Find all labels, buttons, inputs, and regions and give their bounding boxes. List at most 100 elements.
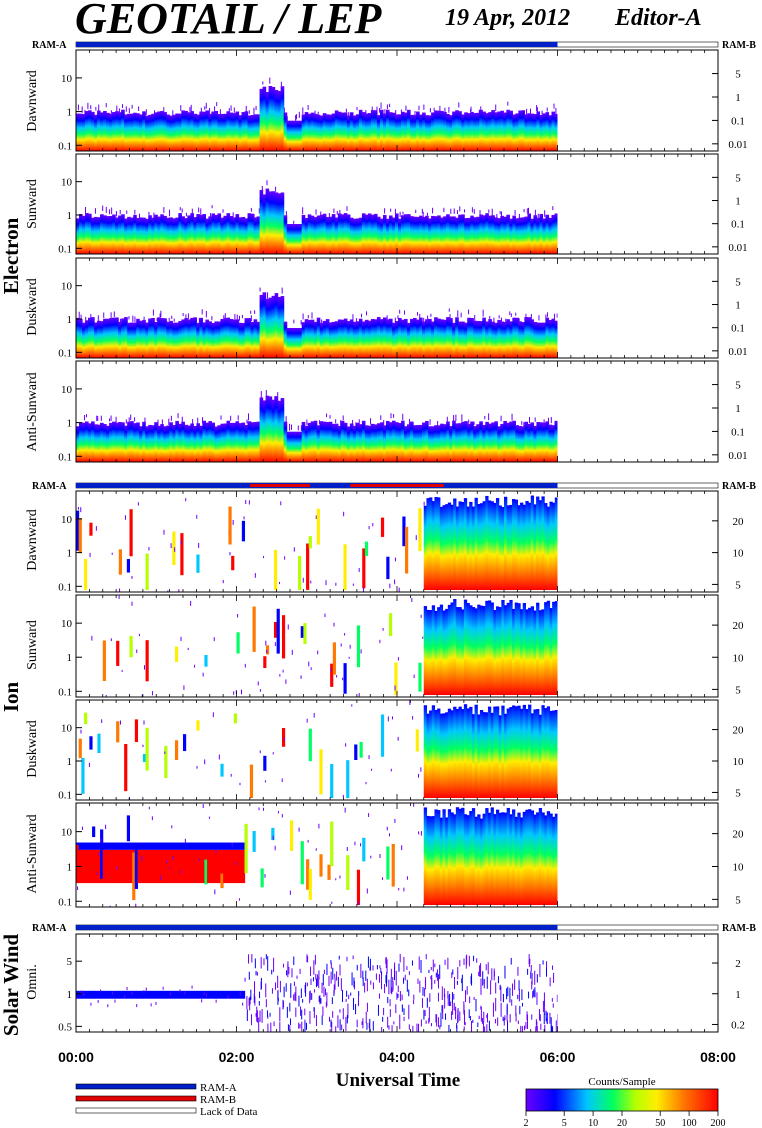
spectrogram-speck bbox=[423, 501, 425, 506]
spectrogram-column bbox=[530, 113, 535, 151]
spectrogram-speck bbox=[283, 986, 285, 998]
date-label: 19 Apr, 2012 bbox=[445, 5, 570, 31]
spectrogram-speck bbox=[339, 875, 341, 879]
spectrogram-speck bbox=[330, 971, 332, 984]
spectrogram-speck bbox=[239, 992, 241, 996]
spectrogram-column bbox=[225, 990, 229, 999]
spectrogram-column bbox=[158, 842, 163, 850]
spectrogram-column bbox=[277, 91, 282, 151]
spectrogram-burst bbox=[386, 846, 390, 880]
spectrogram-column bbox=[220, 842, 224, 850]
spectrogram-column bbox=[437, 607, 441, 695]
spectrogram-speck bbox=[263, 958, 265, 966]
legend-ram-b-swatch bbox=[75, 1095, 197, 1102]
spectrogram-speck bbox=[254, 958, 256, 969]
spectrogram-speck bbox=[457, 967, 459, 980]
spectrogram-speck bbox=[200, 107, 202, 115]
spectrogram-speck bbox=[408, 989, 410, 997]
spectrogram-speck bbox=[271, 988, 273, 994]
spectrogram-column bbox=[82, 114, 86, 151]
spectrogram-burst bbox=[260, 868, 264, 888]
spectrogram-column bbox=[204, 842, 208, 850]
spectrogram-speck bbox=[322, 1006, 324, 1016]
panel-label-electron-duskward: Duskward bbox=[25, 278, 40, 336]
spectrogram-column bbox=[223, 842, 227, 850]
spectrogram-speck bbox=[409, 700, 411, 705]
spectrogram-column bbox=[431, 501, 436, 590]
spectrogram-speck bbox=[245, 500, 247, 505]
spectrogram-speck bbox=[478, 971, 480, 977]
spectrogram-column bbox=[106, 216, 110, 254]
spectrogram-column bbox=[533, 321, 538, 358]
spectrogram-column bbox=[109, 318, 113, 358]
spectrogram-column bbox=[482, 813, 486, 905]
spectrogram-column bbox=[109, 990, 113, 999]
spectrogram-speck bbox=[443, 207, 445, 213]
spectrogram-column bbox=[434, 809, 438, 905]
spectrogram-speck bbox=[282, 669, 284, 673]
spectrogram-speck bbox=[105, 694, 107, 697]
spectrogram-column bbox=[355, 114, 360, 151]
spectrogram-column bbox=[521, 217, 525, 254]
spectrogram-column bbox=[521, 110, 525, 151]
spectrogram-speck bbox=[499, 984, 501, 990]
spectrogram-speck bbox=[402, 413, 404, 420]
spectrogram-column bbox=[552, 502, 556, 590]
spectrogram-column bbox=[247, 115, 252, 151]
spectrogram-speck bbox=[89, 552, 91, 558]
spectrogram-speck bbox=[423, 317, 425, 325]
spectrogram-burst bbox=[402, 516, 406, 547]
spectrogram-speck bbox=[237, 415, 239, 421]
spectrogram-column bbox=[304, 425, 309, 462]
spectrogram-speck bbox=[346, 206, 348, 211]
spectrogram-column bbox=[271, 399, 276, 462]
spectrogram-column bbox=[172, 849, 176, 884]
spectrogram-speck bbox=[422, 987, 424, 996]
spectrogram-speck bbox=[534, 209, 536, 217]
y-tick-label-right: 10 bbox=[733, 862, 745, 874]
spectrogram-column bbox=[464, 421, 468, 462]
spectrogram-speck bbox=[366, 1002, 368, 1012]
spectrogram-speck bbox=[130, 414, 132, 420]
spectrogram-column bbox=[259, 294, 264, 358]
spectrogram-column bbox=[337, 319, 342, 358]
spectrogram-speck bbox=[134, 209, 136, 215]
spectrogram-column bbox=[217, 842, 222, 850]
panel-background bbox=[76, 934, 718, 1032]
spectrogram-column bbox=[169, 990, 173, 999]
spectrogram-speck bbox=[490, 980, 492, 995]
spectrogram-column bbox=[504, 812, 508, 905]
spectrogram-column bbox=[148, 842, 152, 850]
spectrogram-column bbox=[440, 319, 444, 358]
spectrogram-speck bbox=[515, 1005, 517, 1017]
spectrogram-column bbox=[188, 842, 192, 850]
spectrogram-column bbox=[304, 319, 309, 358]
spectrogram-column bbox=[286, 120, 291, 151]
spectrogram-speck bbox=[506, 988, 508, 1000]
spectrogram-column bbox=[455, 423, 459, 462]
spectrogram-speck bbox=[372, 523, 374, 527]
spectrogram-speck bbox=[388, 1025, 390, 1030]
spectrogram-speck bbox=[90, 105, 92, 110]
spectrogram-column bbox=[525, 809, 529, 905]
spectrogram-column bbox=[458, 706, 462, 798]
spectrogram-burst bbox=[300, 841, 304, 885]
spectrogram-speck bbox=[180, 636, 182, 642]
spectrogram-column bbox=[274, 396, 279, 462]
spectrogram-speck bbox=[248, 954, 250, 964]
spectrogram-speck bbox=[449, 314, 451, 319]
spectrogram-speck bbox=[504, 1015, 506, 1021]
spectrogram-speck bbox=[323, 986, 325, 997]
spectrogram-column bbox=[277, 400, 282, 462]
spectrogram-column bbox=[331, 423, 336, 462]
spectrogram-column bbox=[453, 599, 457, 695]
spectrogram-speck bbox=[435, 1014, 437, 1023]
spectrogram-speck bbox=[262, 81, 264, 85]
spectrogram-speck bbox=[471, 973, 473, 986]
spectrogram-speck bbox=[384, 208, 386, 214]
spectrogram-column bbox=[458, 501, 462, 590]
spectrogram-column bbox=[416, 216, 420, 254]
spectrogram-speck bbox=[90, 313, 92, 320]
spectrogram-speck bbox=[136, 649, 138, 653]
spectrogram-speck bbox=[109, 418, 111, 422]
